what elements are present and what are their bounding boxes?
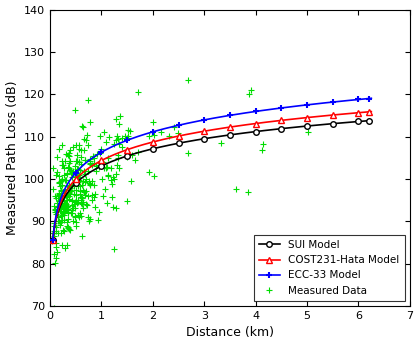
X-axis label: Distance (km): Distance (km)	[186, 326, 274, 339]
Legend: SUI Model, COST231-Hata Model, ECC-33 Model, Measured Data: SUI Model, COST231-Hata Model, ECC-33 Mo…	[254, 235, 405, 301]
Y-axis label: Measured Path Loss (dB): Measured Path Loss (dB)	[5, 80, 18, 235]
